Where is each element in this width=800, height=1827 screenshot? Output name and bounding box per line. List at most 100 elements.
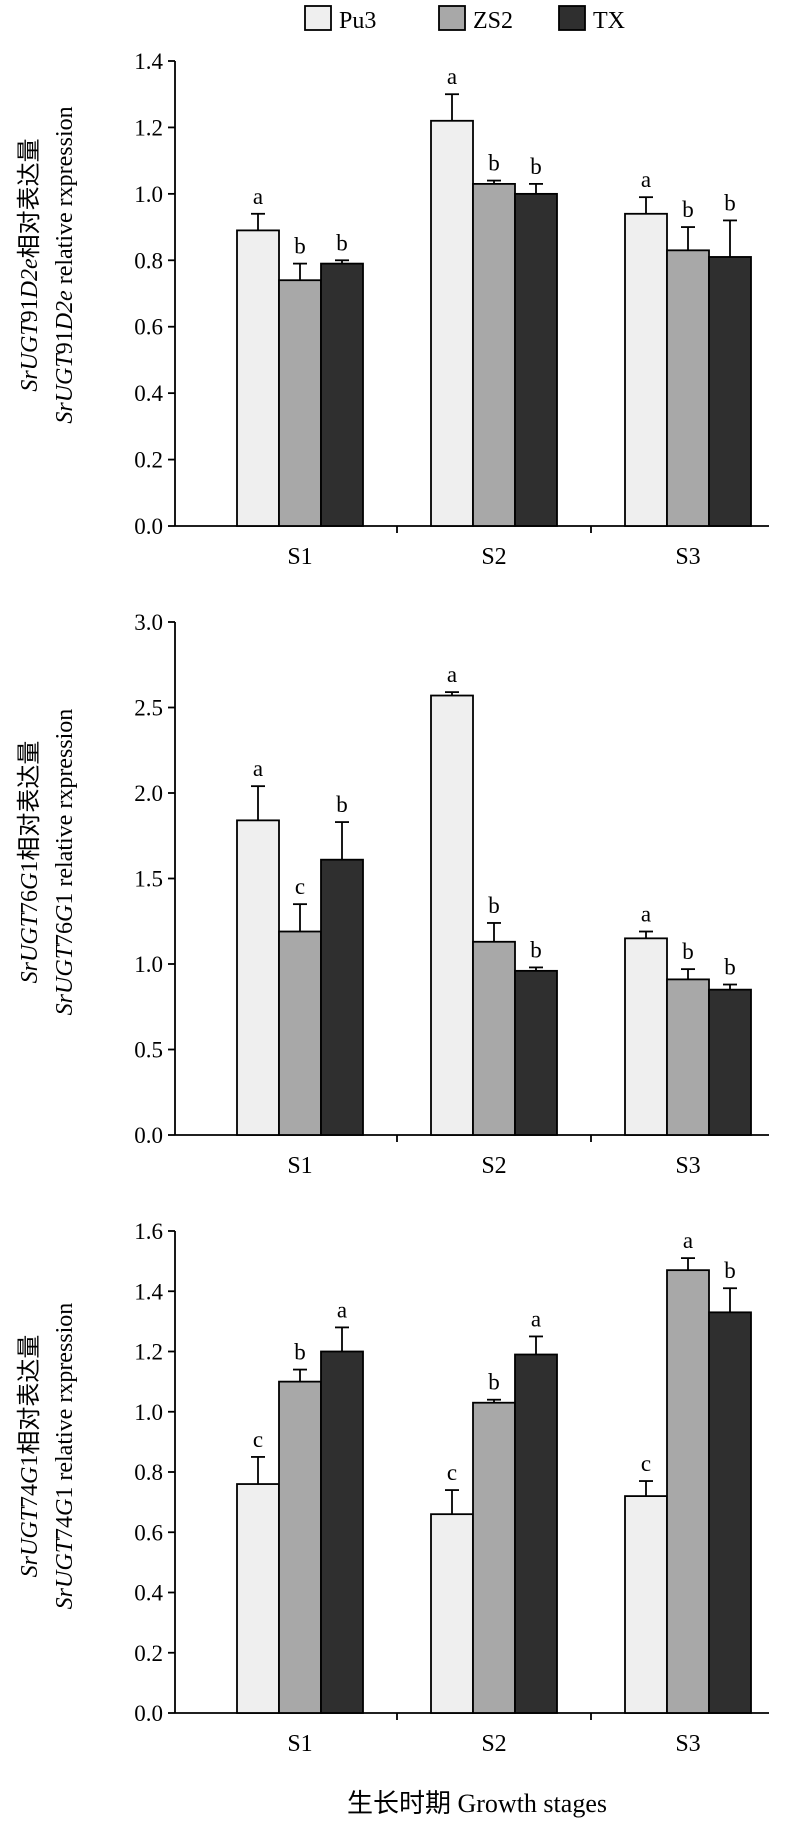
y-tick-label: 0.2 [134, 448, 163, 473]
y-axis-label-part: G [52, 905, 78, 922]
y-axis-label: SrUGT74G1相对表达量 [16, 1335, 43, 1578]
bar-series3-1 [320, 262, 364, 527]
bar-series3-3 [708, 1311, 752, 1714]
legend-label: Pu3 [339, 8, 376, 34]
bar-series1-1 [236, 1483, 280, 1714]
significance-letter: a [683, 1228, 693, 1253]
y-tick-label: 1.4 [134, 1279, 163, 1304]
bar-series3-1 [320, 1350, 364, 1714]
significance-letter: c [295, 874, 305, 899]
significance-letter: c [447, 1460, 457, 1485]
chart-3: 0.0 0.2 0.4 0.6 0.8 1.0 1.2 1.4 1.6 S1 S2 S3 c c c b b a a… [16, 1219, 769, 1757]
y-tick-label: 0.5 [134, 1038, 163, 1063]
y-axis-label-part: D2e [52, 290, 78, 331]
significance-letter: b [724, 1258, 736, 1283]
bar-series3-1 [320, 858, 364, 1136]
x-tick-label: S2 [481, 1731, 506, 1757]
significance-letter: a [337, 1297, 347, 1322]
y-tick-label: 1.2 [134, 115, 163, 140]
y-axis-label-part: 74 [17, 1484, 43, 1508]
y-tick-label: 1.6 [134, 1219, 163, 1244]
significance-letter: b [488, 1370, 500, 1395]
y-tick-label: 1.0 [134, 182, 163, 207]
y-axis-label: SrUGT76G1 relative rxpression [52, 709, 78, 1016]
y-tick-label: 1.0 [134, 1400, 163, 1425]
y-tick-label: 1.0 [134, 952, 163, 977]
legend-label: ZS2 [473, 8, 513, 34]
bar-series1-2 [430, 119, 474, 527]
chart-2: 0.0 0.5 1.0 1.5 2.0 2.5 3.0 S1 S2 S3 a a a c b b b b b SrUG… [16, 610, 769, 1179]
y-axis-label-part: 相对表达量 [16, 138, 43, 258]
y-axis-label-part: SrUGT [52, 1538, 78, 1609]
bar-series1-1 [236, 229, 280, 527]
significance-letter: b [336, 792, 348, 817]
legend: Pu3 ZS2 TX [304, 5, 625, 34]
y-tick-label: 0.0 [134, 1123, 163, 1148]
significance-letter: b [488, 893, 500, 918]
y-axis-label-part: SrUGT [17, 321, 43, 392]
x-tick-label: S3 [675, 1153, 700, 1179]
y-tick-label: 2.0 [134, 781, 163, 806]
legend-swatch [304, 5, 332, 31]
x-tick-label: S1 [287, 544, 312, 570]
y-axis-label: SrUGT91D2e relative rxpression [52, 106, 78, 423]
y-axis-label-part: D2e [17, 258, 43, 299]
y-axis-label: SrUGT74G1 relative rxpression [52, 1303, 78, 1610]
y-tick-label: 0.8 [134, 248, 163, 273]
bar-series3-2 [514, 192, 558, 527]
bar-series1-1 [236, 819, 280, 1136]
bar-series2-1 [278, 279, 322, 527]
bar-series2-1 [278, 1380, 322, 1714]
significance-letter: b [682, 939, 694, 964]
bar-series1-3 [624, 1495, 668, 1714]
significance-letter: a [641, 167, 651, 192]
y-axis-label-part: 1 relative rxpression [52, 709, 78, 905]
x-tick-label: S3 [675, 1731, 700, 1757]
significance-letter: a [641, 902, 651, 927]
significance-letter: a [531, 1306, 541, 1331]
bar-series1-3 [624, 937, 668, 1136]
significance-letter: b [488, 151, 500, 176]
bar-series3-3 [708, 988, 752, 1136]
y-tick-label: 0.8 [134, 1460, 163, 1485]
y-axis-label-part: relative rxpression [52, 106, 78, 290]
y-tick-label: 1.2 [134, 1340, 163, 1365]
bar-series2-3 [666, 978, 710, 1136]
significance-letter: c [253, 1427, 263, 1452]
y-axis-label: SrUGT91D2e相对表达量 [16, 138, 43, 391]
y-tick-label: 1.4 [134, 49, 163, 74]
y-tick-label: 2.5 [134, 696, 163, 721]
y-axis-label-part: SrUGT [52, 353, 78, 424]
significance-letter: c [641, 1451, 651, 1476]
significance-letter: a [447, 64, 457, 89]
y-axis-label-part: 1相对表达量 [16, 1335, 43, 1467]
significance-letter: b [530, 937, 542, 962]
significance-letter: b [294, 234, 306, 259]
significance-letter: b [724, 955, 736, 980]
significance-letter: b [682, 197, 694, 222]
y-axis-label-part: G [52, 1499, 78, 1516]
y-tick-label: 0.0 [134, 514, 163, 539]
y-axis-label-part: SrUGT [52, 944, 78, 1015]
y-tick-label: 0.6 [134, 315, 163, 340]
bar-series1-2 [430, 1513, 474, 1714]
y-axis-label: SrUGT76G1相对表达量 [16, 741, 43, 984]
y-tick-label: 0.4 [134, 1581, 163, 1606]
x-tick-label: S2 [481, 544, 506, 570]
y-axis-label-part: G [17, 1467, 43, 1484]
y-axis-label-part: 76 [52, 922, 78, 946]
bar-series2-2 [472, 182, 516, 527]
y-tick-label: 1.5 [134, 867, 163, 892]
bar-series2-3 [666, 1269, 710, 1714]
bar-series2-2 [472, 1401, 516, 1714]
y-axis-label-part: SrUGT [17, 1506, 43, 1577]
significance-letter: a [447, 662, 457, 687]
bar-series3-3 [708, 256, 752, 527]
x-axis-label: 生长时期 Growth stages [347, 1789, 607, 1818]
significance-letter: a [253, 184, 263, 209]
y-axis-label-part: SrUGT [17, 912, 43, 983]
y-tick-label: 0.0 [134, 1701, 163, 1726]
legend-label: TX [593, 8, 625, 34]
x-tick-label: S1 [287, 1731, 312, 1757]
